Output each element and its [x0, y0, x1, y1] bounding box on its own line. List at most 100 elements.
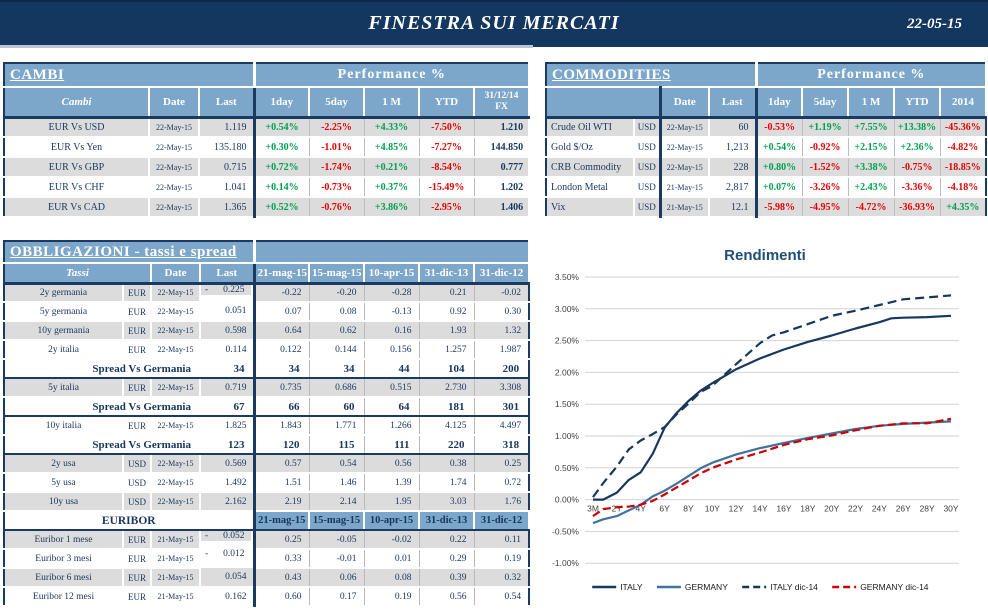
rate-row: Euribor 6 mesi EUR 21-May-15 0.054 0.43 0.06 0… [4, 568, 530, 588]
yield-curve-svg: Rendimenti 3.50% 3.00% 2.50% 2.00% 1.50% 1.00%… [552, 247, 959, 592]
rate-row: 10y usa USD 22-May-15 2.162 2.19 2.14 1.95 3.03… [4, 492, 530, 512]
fx-header-line1: 31/12/14 [484, 90, 519, 101]
spread-value: 34 [252, 358, 310, 379]
cambi-performance-header: Performance % [252, 63, 531, 88]
perf-value: +0.72% [252, 157, 310, 178]
perf-value: -1.52% [802, 157, 849, 178]
obbligazioni-section-title: OBBLIGAZIONI - tassi e spread [4, 241, 256, 264]
currency: USD [634, 197, 661, 218]
history-value: 0.17 [309, 587, 365, 607]
date-value: 21-May-15 [151, 587, 201, 607]
last-cell: 0.114 [200, 339, 256, 360]
history-value: 0.122 [252, 339, 310, 360]
last-cell: 0.598 [200, 321, 256, 341]
history-value: 0.19 [364, 587, 420, 607]
last-value: 0.052 [223, 531, 245, 541]
rate-name: Euribor 12 mesi [4, 587, 124, 607]
last-cell: 2.162 [200, 492, 256, 512]
perf-value: +13.38% [894, 117, 941, 138]
date-value: 22-May-15 [151, 283, 201, 303]
date-value: 21-May-15 [151, 568, 201, 588]
history-value: 2.19 [252, 492, 310, 512]
rate-row: 5y usa USD 22-May-15 1.492 1.51 1.46 1.39 1.74 0… [4, 473, 530, 493]
x-axis-label: 3M [587, 504, 599, 514]
currency: USD [634, 137, 661, 158]
pair-name: EUR Vs GBP [4, 157, 150, 178]
history-value: 1.771 [309, 416, 365, 436]
perf-value: +3.38% [848, 157, 895, 178]
rate-row: Euribor 12 mesi EUR 21-May-15 0.162 0.60 0.17… [4, 587, 530, 607]
col-header-date: Date [149, 87, 200, 119]
last-value: 2,817 [709, 177, 758, 198]
perf-value: -15.49% [419, 177, 475, 198]
rendimenti-chart: Rendimenti 3.50% 3.00% 2.50% 2.00% 1.50% 1.00%… [533, 238, 988, 612]
y-axis-label: 3.00% [555, 304, 580, 314]
currency: EUR [123, 416, 152, 436]
history-value: 0.06 [309, 568, 365, 588]
euribor-date-header: 10-apr-15 [364, 510, 421, 531]
cambi-table: CAMBI Performance % Cambi Date Last 1day… [3, 62, 531, 218]
y-axis-label: 1.50% [555, 399, 580, 409]
history-value: 0.515 [364, 378, 420, 398]
last-cell: 1.825 [200, 416, 256, 436]
perf-value: +0.21% [364, 157, 420, 178]
date-value: 21-May-15 [151, 549, 201, 569]
x-axis-label: 20Y [824, 504, 839, 514]
perf-value: -4.82% [940, 137, 987, 158]
history-value: 1.95 [364, 492, 420, 512]
rate-row: Euribor 3 mesi EUR 21-May-15- 0.012 0.33 -0.0… [4, 549, 530, 569]
minus-sign: - [205, 531, 209, 541]
perf-value: -1.74% [309, 157, 365, 178]
perf-value: -1.01% [309, 137, 365, 158]
pair-name: EUR Vs USD [4, 117, 150, 138]
perf-value: -4.72% [848, 197, 895, 218]
minus-sign: - [205, 284, 209, 295]
last-cell: 0.162 [200, 587, 256, 607]
date-value: 21-May-15 [658, 197, 710, 218]
history-value: 3.03 [419, 492, 475, 512]
spread-value: 66 [252, 396, 310, 417]
rate-name: 5y usa [4, 473, 124, 493]
x-axis-label: 8Y [683, 504, 694, 514]
last-value: 0.012 [223, 549, 245, 559]
rate-row: 10y italia EUR 22-May-15 1.825 1.843 1.771 1.2… [4, 416, 530, 436]
euribor-date-header: 31-dic-13 [419, 510, 476, 531]
spread-row: Spread Vs Germania 67 66 60 64 181 301 [4, 396, 530, 417]
x-axis-label: 18Y [800, 504, 815, 514]
currency: USD [123, 454, 152, 474]
history-value: 1.843 [252, 416, 310, 436]
cambi-row: EUR Vs Yen 22-May-15 135.180 +0.30% -1.01% +4… [4, 137, 531, 158]
commodity-row: Vix USD 21-May-15 12.1 -5.98% -4.95% -4.72% -36… [546, 197, 987, 218]
last-value: 135.180 [199, 137, 256, 158]
rate-name: 2y usa [4, 454, 124, 474]
history-value: -0.01 [309, 549, 365, 569]
y-axis-label: 1.00% [555, 431, 580, 441]
perf-value: -3.26% [802, 177, 849, 198]
perf-value: -18.85% [940, 157, 987, 178]
legend-label: ITALY [620, 582, 643, 592]
perf-value: +7.55% [848, 117, 895, 138]
date-value: 22-May-15 [658, 137, 710, 158]
history-value: 1.76 [474, 492, 530, 512]
last-value: 1.365 [199, 197, 256, 218]
report-date: 22-05-15 [907, 16, 962, 32]
y-axis-label: -0.50% [552, 526, 579, 536]
history-value: -0.02 [364, 530, 420, 550]
perf-value: +0.54% [252, 117, 310, 138]
col-header-tassi: Tassi [4, 263, 152, 285]
history-value: 0.735 [252, 378, 310, 398]
col-header-last: Last [199, 87, 256, 119]
spread-value: 181 [419, 396, 475, 417]
y-axis-label: -1.00% [552, 558, 579, 568]
perf-value: +4.33% [364, 117, 420, 138]
history-value: 0.686 [309, 378, 365, 398]
cambi-row: EUR Vs USD 22-May-15 1.119 +0.54% -2.25% +4.3… [4, 117, 531, 138]
history-value: -0.13 [364, 302, 420, 322]
x-axis-label: 10Y [705, 504, 720, 514]
history-value: -0.20 [309, 283, 365, 303]
perf-value: -36.93% [894, 197, 941, 218]
last-value: 0.225 [223, 284, 245, 295]
y-axis-label: 2.00% [555, 367, 580, 377]
col-header-5day: 5day [309, 87, 366, 119]
history-value: 0.25 [252, 530, 310, 550]
